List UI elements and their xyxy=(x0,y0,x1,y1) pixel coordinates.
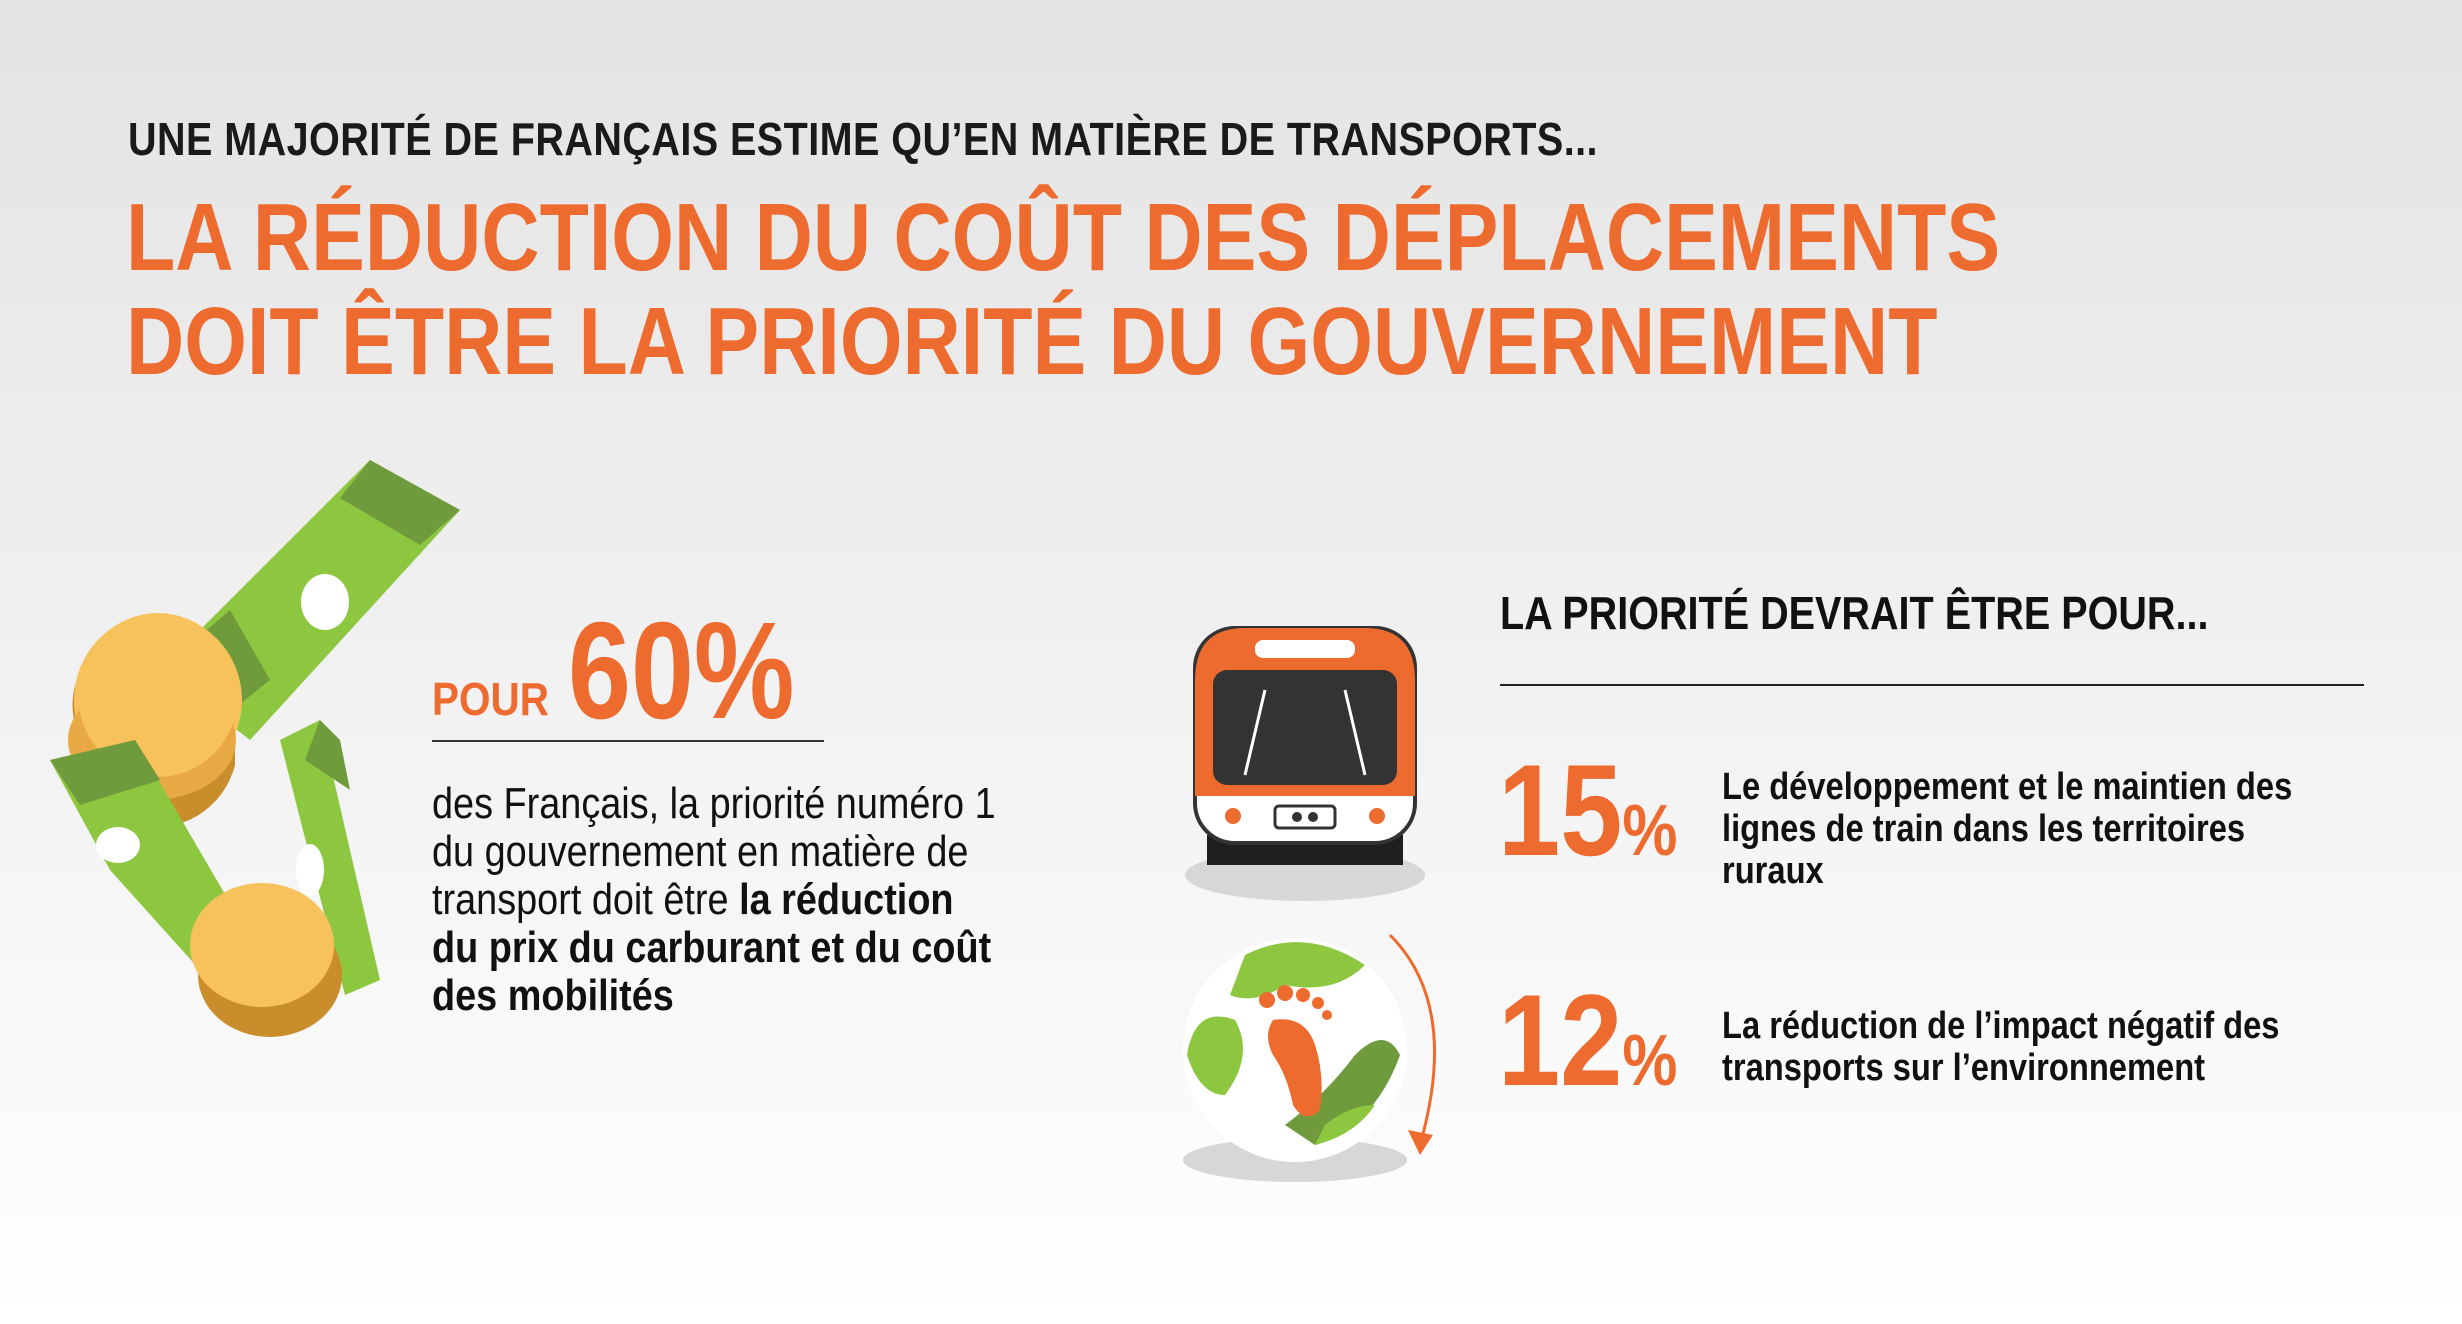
divider xyxy=(1500,684,2364,686)
stat-train: 15% xyxy=(1498,735,1677,885)
headline: LA RÉDUCTION DU COÛT DES DÉPLACEMENTS DO… xyxy=(126,186,2000,394)
headline-line-1: LA RÉDUCTION DU COÛT DES DÉPLACEMENTS xyxy=(126,184,2001,291)
banknote-right-icon xyxy=(280,720,380,995)
description-bold: la réduction du prix du carburant et du … xyxy=(432,875,992,1020)
stat-unit: % xyxy=(1622,1021,1678,1101)
stat-prefix: POUR xyxy=(432,673,549,725)
stat-label-train: Le développement et le maintien des lign… xyxy=(1722,766,2293,892)
kicker-text: UNE MAJORITÉ DE FRANÇAIS ESTIME QU’EN MA… xyxy=(128,113,1598,165)
train-icon xyxy=(1185,626,1425,901)
main-stat-description: des Français, la priorité numéro 1 du go… xyxy=(432,780,1000,1020)
stat-number: 15 xyxy=(1498,737,1623,883)
coin-icon xyxy=(190,883,342,1037)
divider xyxy=(432,740,824,742)
footprint-globe-icon xyxy=(1183,933,1437,1182)
description-plain: des Français, la priorité numéro 1 du go… xyxy=(432,779,996,924)
priorities-title: LA PRIORITÉ DEVRAIT ÊTRE POUR... xyxy=(1500,587,2209,639)
stat-unit: % xyxy=(1622,791,1678,871)
stat-number: 12 xyxy=(1498,967,1623,1113)
stat-environment: 12% xyxy=(1498,965,1677,1115)
stat-label-environment: La réduction de l’impact négatif des tra… xyxy=(1722,1005,2280,1089)
banknote-left-icon xyxy=(50,740,240,970)
headline-line-2: DOIT ÊTRE LA PRIORITÉ DU GOUVERNEMENT xyxy=(126,288,1938,395)
main-percentage: 60% xyxy=(568,594,795,748)
money-illustration xyxy=(50,460,460,1037)
